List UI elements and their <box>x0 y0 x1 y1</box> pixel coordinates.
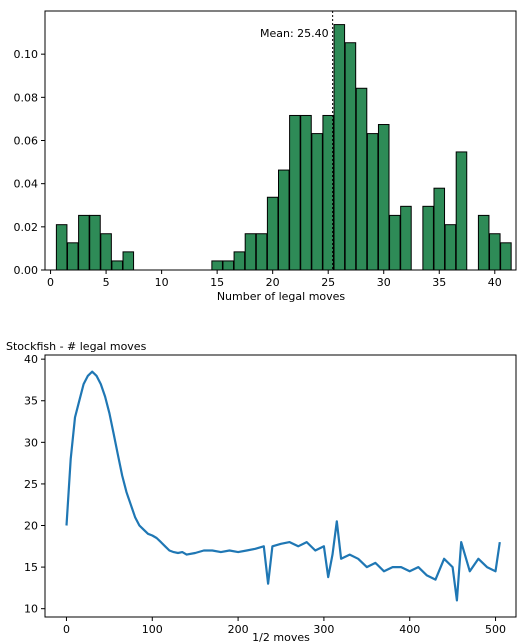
histogram-bar <box>366 133 379 271</box>
line-series-path <box>65 370 501 602</box>
histogram-bar <box>211 260 223 271</box>
histogram-y-tick-label: 0.00 <box>14 264 39 277</box>
histogram-x-tick-label: 10 <box>155 276 169 289</box>
histogram-bar <box>444 224 457 271</box>
histogram-mean-marker: Mean: 25.40 <box>260 11 334 270</box>
histogram-x-tick-label: 5 <box>103 276 110 289</box>
line-x-tick-label: 0 <box>63 623 70 636</box>
histogram-x-tick-label: 0 <box>47 276 54 289</box>
histogram-y-tick-label: 0.10 <box>14 48 39 61</box>
line-chart: Stockfish - # legal moves 0 100 200 300 400 5… <box>6 340 517 644</box>
line-y-tick-label: 30 <box>24 436 38 449</box>
histogram-bar <box>289 114 301 271</box>
histogram-bar <box>55 224 68 271</box>
histogram-y-tick-label: 0.06 <box>14 135 39 148</box>
histogram-y-tick-label: 0.08 <box>14 91 39 104</box>
histogram-bar <box>500 242 512 271</box>
histogram-bar <box>477 214 490 271</box>
histogram-bar <box>78 214 90 271</box>
histogram-bar <box>333 24 346 271</box>
line-x-axis-label: 1/2 moves <box>252 631 310 644</box>
histogram-bar <box>244 233 257 271</box>
histogram-bar <box>111 260 123 271</box>
line-chart-title: Stockfish - # legal moves <box>6 340 147 353</box>
line-y-tick-label: 25 <box>24 478 38 491</box>
line-x-tick-label: 200 <box>228 623 249 636</box>
histogram-bar <box>455 151 468 271</box>
mean-annotation: Mean: 25.40 <box>260 27 329 40</box>
histogram-bar <box>233 251 246 271</box>
histogram-x-tick-label: 35 <box>432 276 446 289</box>
histogram-bar <box>66 242 79 271</box>
line-x-tick-label: 100 <box>142 623 163 636</box>
histogram-bar <box>278 169 290 271</box>
histogram-bar <box>300 114 312 271</box>
histogram-bar <box>122 251 135 271</box>
line-x-tick-label: 300 <box>313 623 334 636</box>
line-axes-frame <box>44 354 517 618</box>
histogram-bar <box>344 42 357 271</box>
histogram-bar <box>322 114 334 271</box>
histogram-bar <box>355 87 368 271</box>
histogram-bar <box>389 214 401 271</box>
histogram-bar <box>255 233 268 271</box>
histogram-x-tick-label: 40 <box>488 276 502 289</box>
histogram-bar <box>222 260 235 271</box>
histogram-bar <box>377 124 390 271</box>
histogram-axes-frame <box>44 10 517 271</box>
histogram-bar <box>433 187 446 271</box>
histogram-y-tick-label: 0.02 <box>14 221 39 234</box>
histogram-axes-ticks: 0 5 10 15 20 25 30 35 40 0.00 0.02 0.04 0.06 0.08 0.10 <box>14 48 502 289</box>
line-y-tick-label: 40 <box>24 353 38 366</box>
histogram-x-tick-label: 30 <box>377 276 391 289</box>
histogram-bar <box>422 205 434 271</box>
line-y-tick-label: 20 <box>24 520 38 533</box>
histogram-bar <box>89 214 101 271</box>
line-y-tick-label: 10 <box>24 603 38 616</box>
histogram-x-axis-label: Number of legal moves <box>217 290 346 303</box>
histogram-x-tick-label: 15 <box>210 276 224 289</box>
histogram-chart: 0 5 10 15 20 25 30 35 40 0.00 0.02 0.04 0.06 0.08 0.10… <box>14 10 517 303</box>
histogram-bar <box>100 233 112 271</box>
line-y-tick-label: 15 <box>24 561 38 574</box>
histogram-bar <box>489 233 501 271</box>
histogram-bar <box>266 196 279 271</box>
histogram-y-tick-label: 0.04 <box>14 178 39 191</box>
histogram-bar <box>311 133 323 271</box>
histogram-bars <box>55 24 512 271</box>
histogram-x-tick-label: 20 <box>266 276 280 289</box>
line-x-tick-label: 500 <box>485 623 506 636</box>
line-series <box>65 370 501 602</box>
line-axes-ticks: 0 100 200 300 400 500 10 15 20 25 30 35 40 <box>24 353 506 636</box>
histogram-bar <box>400 205 412 271</box>
histogram-x-tick-label: 25 <box>321 276 335 289</box>
line-x-tick-label: 400 <box>399 623 420 636</box>
line-y-tick-label: 35 <box>24 395 38 408</box>
